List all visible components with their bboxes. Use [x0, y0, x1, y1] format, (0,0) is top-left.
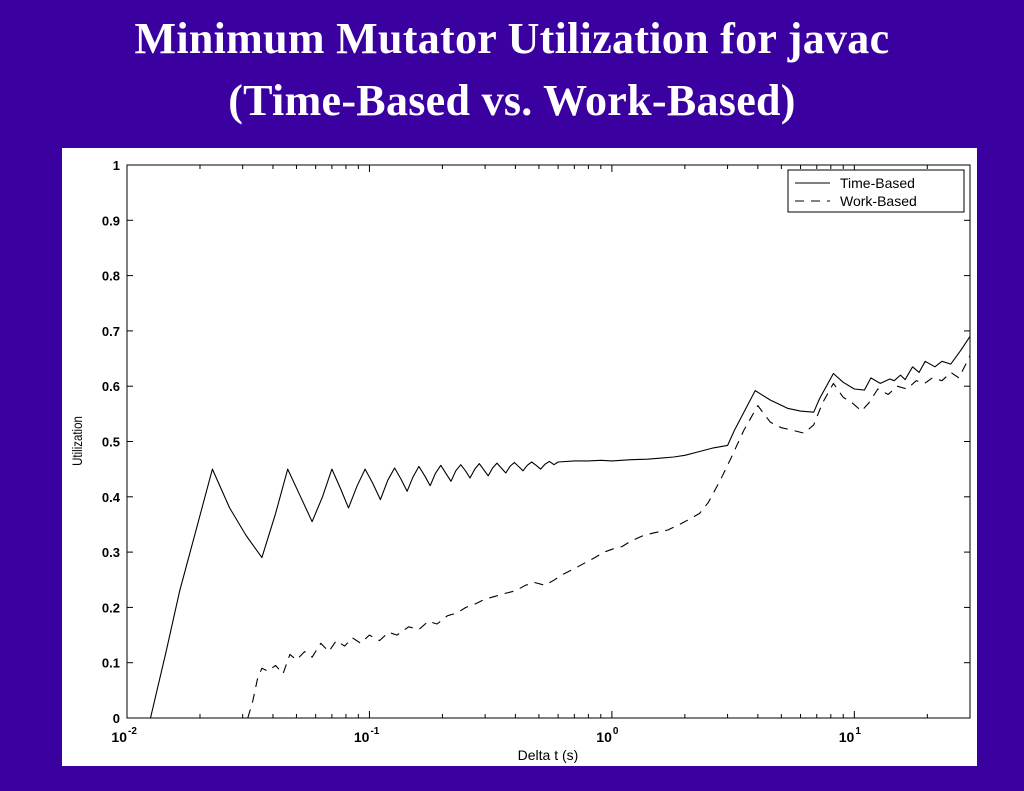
- legend-label-time-based: Time-Based: [840, 175, 915, 191]
- y-tick-label: 0.4: [102, 490, 121, 505]
- x-tick-label-exponent: 0: [613, 726, 619, 737]
- y-tick-label: 0.9: [102, 213, 120, 228]
- legend-box: [787, 169, 965, 213]
- x-tick-label-exponent: -1: [370, 726, 379, 737]
- y-axis-label: Utilization: [69, 416, 85, 466]
- series-line-time-based: [149, 336, 971, 719]
- y-tick-label: 0: [113, 711, 120, 726]
- y-tick-label: 0.6: [102, 379, 120, 394]
- x-tick-label: 10: [839, 729, 855, 745]
- slide-title-line-1: Minimum Mutator Utilization for javac: [134, 14, 890, 63]
- y-tick-label: 0.7: [102, 324, 120, 339]
- y-tick-label: 0.8: [102, 269, 120, 284]
- series-line-work-based: [247, 355, 971, 719]
- x-axis-ticks: 10 -2 10 -1 10 0 10 1: [111, 165, 971, 745]
- y-tick-label: 0.2: [102, 600, 120, 615]
- slide-title: Minimum Mutator Utilization for javac (T…: [0, 8, 1024, 132]
- y-tick-label: 1: [113, 158, 120, 173]
- legend: Time-Based Work-Based: [787, 169, 965, 213]
- slide-title-line-2: (Time-Based vs. Work-Based): [228, 76, 796, 125]
- x-tick-label: 10: [596, 729, 612, 745]
- x-tick-label: 10: [111, 729, 127, 745]
- y-tick-label: 0.1: [102, 656, 120, 671]
- x-tick-label-exponent: -2: [128, 726, 137, 737]
- mmu-chart: 00.10.20.30.40.50.60.70.80.91 10 -2 10 -1 10…: [69, 158, 971, 763]
- y-tick-label: 0.5: [102, 435, 120, 450]
- legend-label-work-based: Work-Based: [840, 193, 917, 209]
- x-tick-label-exponent: 1: [855, 726, 861, 737]
- x-tick-label: 10: [354, 729, 370, 745]
- y-axis-ticks: 0 0.1 0.2 0.3 0.4 0.5 0.6 0.7 0.8 0.9 1: [102, 158, 970, 726]
- y-tick-label: 0.3: [102, 545, 120, 560]
- x-axis-label: Delta t (s): [518, 747, 579, 763]
- series-layer: [149, 336, 971, 719]
- chart-panel: 0 0.1 0.2 0.3 0.4 0.5 0.6 0.7 0.8 0.9 1 10 -2 10 -1 10…: [62, 148, 977, 766]
- plot-frame: [126, 164, 971, 719]
